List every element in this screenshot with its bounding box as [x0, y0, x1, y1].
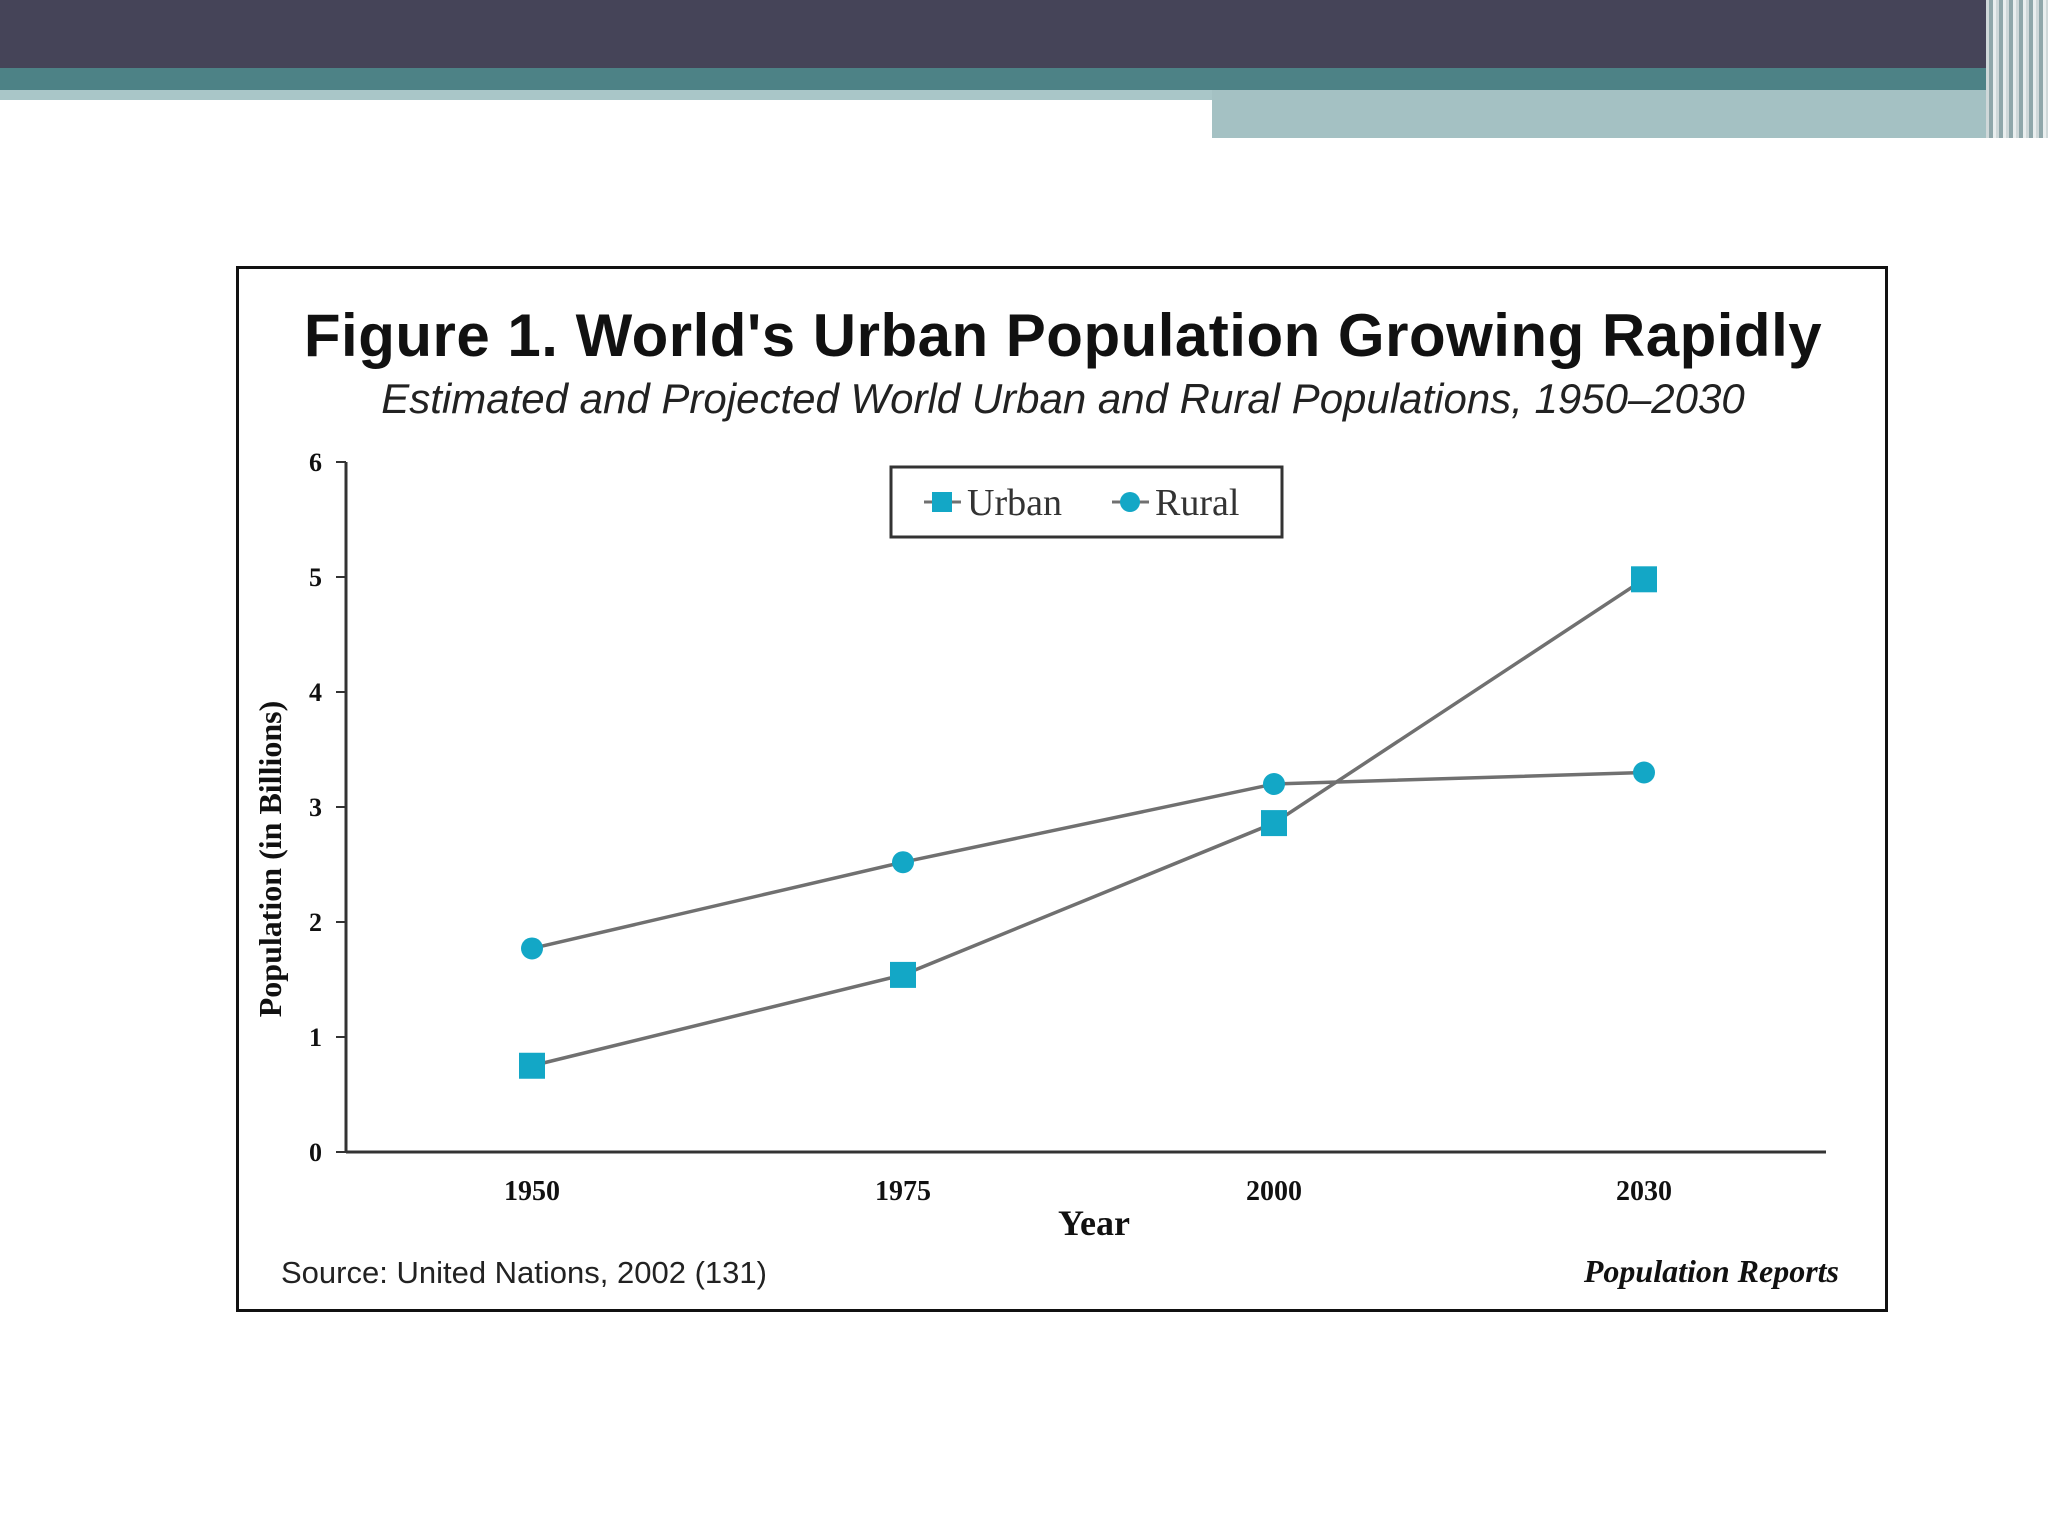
figure-source: Source: United Nations, 2002 (131): [281, 1255, 767, 1290]
y-tick-label: 4: [309, 678, 322, 707]
urban-point: [1631, 566, 1657, 593]
chart-axes: [344, 462, 1826, 1154]
urban-point: [890, 961, 916, 988]
series-rural: [521, 761, 1655, 960]
figure-subtitle: Estimated and Projected World Urban and …: [381, 375, 1745, 422]
rural-point: [1263, 773, 1285, 795]
legend-rural-label: Rural: [1155, 482, 1239, 524]
urban-point: [1261, 810, 1287, 837]
y-tick-label: 2: [309, 908, 322, 937]
y-tick-label: 5: [309, 563, 322, 592]
header-edge-stripes: [1986, 0, 2048, 138]
header-dark-bar: [0, 0, 2048, 68]
urban-line: [531, 577, 1645, 1068]
x-tick-label: 1975: [875, 1176, 931, 1207]
rural-point: [521, 937, 543, 960]
x-tick-label: 1950: [504, 1176, 560, 1207]
figure-frame: Figure 1. World's Urban Population Growi…: [236, 266, 1888, 1312]
rural-line: [531, 770, 1645, 951]
legend-urban-label: Urban: [967, 482, 1062, 524]
figure-title: Figure 1. World's Urban Population Growi…: [303, 302, 1823, 369]
figure-publisher: Population Reports: [1583, 1253, 1839, 1289]
legend-rural-marker: [1120, 492, 1140, 512]
header-light-bar-left: [0, 90, 1212, 100]
legend-urban-marker: [932, 492, 952, 512]
header-light-bar-right: [1212, 90, 2048, 138]
x-axis-label: Year: [1058, 1203, 1130, 1243]
y-tick-label: 0: [309, 1138, 322, 1167]
y-axis-label: Population (in Billions): [252, 701, 288, 1018]
x-tick-label: 2000: [1246, 1176, 1302, 1207]
x-tick-label: 2030: [1616, 1176, 1672, 1207]
y-tick-label: 6: [309, 448, 322, 477]
chart-legend: Urban Rural: [889, 465, 1284, 539]
chart-ticks: 0 1 2 3 4 5 6 1950 1975 2000 2030: [309, 448, 1672, 1207]
header-teal-bar: [0, 68, 2048, 90]
series-urban: [519, 566, 1657, 1079]
y-tick-label: 1: [309, 1023, 322, 1052]
y-tick-label: 3: [309, 793, 322, 822]
urban-point: [519, 1052, 545, 1079]
rural-point: [1633, 761, 1655, 784]
line-chart: 0 1 2 3 4 5 6 1950 1975 2000 2030 Urban Rural Popul…: [252, 448, 1826, 1243]
chart-series: [519, 566, 1657, 1079]
rural-point: [892, 851, 914, 874]
